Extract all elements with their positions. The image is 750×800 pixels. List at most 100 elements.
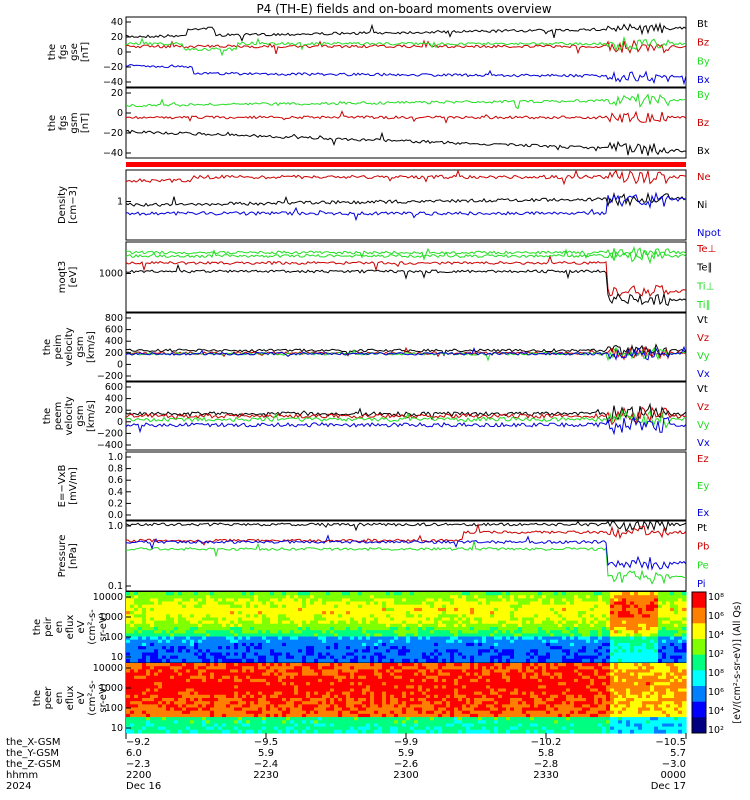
spectrogram-cell [190, 701, 195, 705]
spectrogram-cell [170, 611, 175, 615]
spectrogram-cell [414, 604, 419, 609]
spectrogram-cell [426, 614, 431, 619]
spectrogram-cell [350, 669, 355, 674]
spectrogram-cell [178, 675, 183, 680]
spectrogram-cell [186, 630, 191, 634]
spectrogram-cell [174, 623, 179, 628]
spectrogram-cell [126, 630, 131, 634]
spectrogram-cell [450, 617, 455, 622]
spectrogram-cell [402, 611, 407, 615]
spectrogram-cell [510, 663, 515, 667]
figure-title: P4 (TH-E) fields and on-board moments ov… [256, 2, 551, 16]
spectrogram-cell [406, 598, 411, 603]
spectrogram-cell [498, 614, 503, 619]
spectrogram-cell [574, 620, 579, 625]
spectrogram-cell [526, 685, 531, 690]
spectrogram-cell [210, 646, 215, 650]
spectrogram-cell [194, 701, 199, 705]
spectrogram-cell [574, 682, 579, 686]
spectrogram-cell [190, 601, 195, 606]
spectrogram-cell [370, 688, 375, 693]
spectrogram-cell [382, 655, 387, 660]
spectrogram-cell [170, 682, 175, 686]
spectrogram-cell [398, 663, 403, 667]
spectrogram-cell [578, 682, 583, 686]
spectrogram-cell [386, 636, 391, 641]
spectrogram-cell [210, 617, 215, 622]
spectrogram-cell [590, 620, 595, 625]
spectrogram-cell [294, 620, 299, 625]
spectrogram-cell [182, 630, 187, 634]
spectrogram-cell [334, 669, 339, 674]
spectrogram-cell [486, 620, 491, 625]
spectrogram-cell [454, 620, 459, 625]
spectrogram-cell [398, 595, 403, 599]
spectrogram-cell [362, 633, 367, 638]
spectrogram-cell [138, 607, 143, 612]
spectrogram-cell [154, 633, 159, 638]
spectrogram-cell [138, 604, 143, 609]
spectrogram-cell [554, 672, 559, 677]
spectrogram-cell [650, 658, 655, 663]
spectrogram-cell [286, 633, 291, 638]
spectrogram-cell [174, 669, 179, 674]
spectrogram-cell [426, 623, 431, 628]
spectrogram-cell [178, 652, 183, 657]
spectrogram-cell [222, 636, 227, 641]
spectrogram-cell [422, 592, 427, 596]
spectrogram-cell [482, 698, 487, 702]
spectrogram-cell [434, 694, 439, 699]
spectrogram-cell [386, 658, 391, 663]
spectrogram-cell [386, 698, 391, 702]
spectrogram-cell [430, 620, 435, 625]
spectrogram-cell [678, 649, 683, 654]
spectrogram-cell [374, 691, 379, 696]
spectrogram-cell [678, 614, 683, 619]
spectrogram-cell [570, 633, 575, 638]
spectrogram-cell [470, 607, 475, 612]
spectrogram-cell [258, 623, 263, 628]
spectrogram-cell [406, 655, 411, 660]
spectrogram-cell [502, 595, 507, 599]
spectrogram-cell [510, 658, 515, 663]
spectrogram-cell [550, 663, 555, 667]
spectrogram-cell [438, 611, 443, 615]
spectrogram-cell [522, 620, 527, 625]
spectrogram-cell [338, 669, 343, 674]
spectrogram-cell [550, 688, 555, 693]
spectrogram-cell [254, 607, 259, 612]
spectrogram-cell [646, 604, 651, 609]
spectrogram-cell [606, 636, 611, 641]
spectrogram-cell [458, 666, 463, 670]
spectrogram-cell [506, 663, 511, 667]
spectrogram-cell [614, 663, 619, 667]
spectrogram-cell [398, 691, 403, 696]
spectrogram-cell [594, 611, 599, 615]
spectrogram-cell [638, 595, 643, 599]
spectrogram-cell [422, 620, 427, 625]
spectrogram-cell [334, 701, 339, 705]
spectrogram-cell [194, 642, 199, 647]
spectrogram-cell [610, 678, 615, 683]
spectrogram-cell [230, 669, 235, 674]
spectrogram-cell [182, 614, 187, 619]
spectrogram-cell [294, 682, 299, 686]
spectrogram-cell [134, 646, 139, 650]
spectrogram-cell [554, 617, 559, 622]
spectrogram-cell [346, 636, 351, 641]
spectrogram-cell [398, 688, 403, 693]
spectrogram-cell [130, 595, 135, 599]
spectrogram-cell [234, 620, 239, 625]
spectrogram-cell [474, 592, 479, 596]
spectrogram-cell [166, 663, 171, 667]
spectrogram-cell [158, 598, 163, 603]
spectrogram-cell [198, 691, 203, 696]
spectrogram-cell [410, 617, 415, 622]
spectrogram-cell [486, 666, 491, 670]
spectrogram-cell [438, 601, 443, 606]
spectrogram-cell [174, 655, 179, 660]
spectrogram-cell [458, 655, 463, 660]
spectrogram-cell [406, 614, 411, 619]
spectrogram-cell [534, 682, 539, 686]
spectrogram-cell [318, 672, 323, 677]
